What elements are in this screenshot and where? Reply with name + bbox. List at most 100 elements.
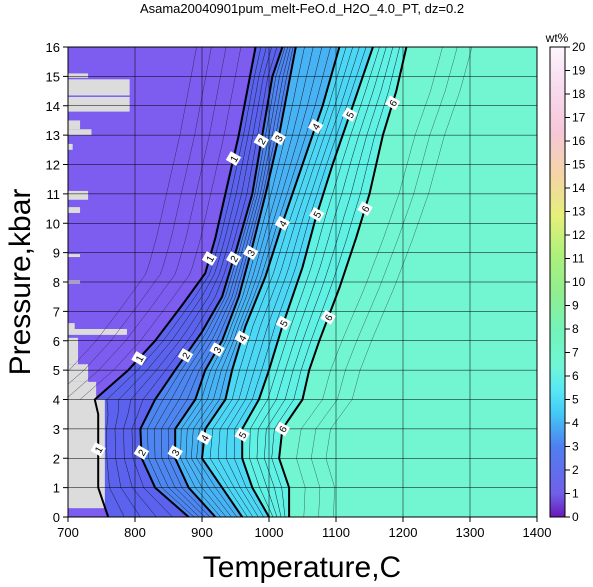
x-tick-label: 1300 xyxy=(456,525,485,540)
colorbar-tick-label: 15 xyxy=(572,158,586,172)
contour-label-2: 2 xyxy=(177,348,194,363)
contour-label-4: 4 xyxy=(196,430,212,446)
no-data-block xyxy=(68,337,79,365)
y-tick-label: 12 xyxy=(46,158,60,173)
y-tick-label: 11 xyxy=(47,187,61,202)
x-tick-label: 800 xyxy=(124,525,146,540)
colorbar-tick-label: 9 xyxy=(572,299,579,313)
y-tick-label: 5 xyxy=(53,363,60,378)
colorbar-tick-label: 12 xyxy=(572,228,586,242)
contour-label-4: 4 xyxy=(234,330,250,346)
colorbar-tick-label: 8 xyxy=(572,322,579,336)
grid-lines xyxy=(68,47,537,517)
contour-label-1: 1 xyxy=(225,151,242,166)
svg-text:2: 2 xyxy=(256,136,269,147)
no-data-block xyxy=(68,329,127,335)
colorbar-tick-label: 3 xyxy=(572,440,579,454)
svg-text:5: 5 xyxy=(312,210,325,221)
contour-line-5 xyxy=(241,47,374,517)
svg-text:6: 6 xyxy=(278,424,291,435)
x-tick-label: 1000 xyxy=(255,525,284,540)
major-contour-lines xyxy=(93,47,408,517)
contour-line-1 xyxy=(93,47,257,517)
no-data-block xyxy=(68,323,75,329)
no-data-block xyxy=(68,96,130,112)
svg-text:3: 3 xyxy=(274,133,287,144)
svg-text:4: 4 xyxy=(278,219,291,230)
colorbar-title: wt% xyxy=(545,31,569,45)
no-data-block xyxy=(68,207,81,213)
colorbar-tick-label: 14 xyxy=(572,181,586,195)
x-tick-label: 700 xyxy=(57,525,79,540)
colorbar-tick-label: 6 xyxy=(572,369,579,383)
contour-label-6: 6 xyxy=(357,201,373,216)
chart-title: Asama20040901pum_melt-FeO.d_H2O_4.0_PT, … xyxy=(140,1,464,16)
svg-text:1: 1 xyxy=(134,354,147,365)
contour-label-5: 5 xyxy=(234,427,250,443)
contour-label-5: 5 xyxy=(309,207,325,222)
y-tick-label: 4 xyxy=(53,393,60,408)
x-axis-ticks: 700 800 900 1000 1100 1200 1300 1400 xyxy=(57,517,551,540)
colorbar-tick-label: 19 xyxy=(572,64,586,78)
y-tick-label: 0 xyxy=(53,510,60,525)
x-tick-label: 1100 xyxy=(322,525,350,540)
contour-label-5: 5 xyxy=(275,315,292,331)
no-data-block xyxy=(68,143,73,150)
no-data-block xyxy=(68,381,97,400)
svg-text:5: 5 xyxy=(345,110,358,121)
colorbar-tick-label: 11 xyxy=(572,252,585,266)
svg-text:6: 6 xyxy=(323,313,336,324)
contour-label-1: 1 xyxy=(90,442,106,457)
contour-label-4: 4 xyxy=(274,215,291,231)
y-tick-label: 14 xyxy=(46,99,60,114)
svg-text:3: 3 xyxy=(212,345,225,356)
contour-line-6 xyxy=(278,47,408,517)
y-tick-label: 6 xyxy=(53,334,60,349)
y-tick-label: 2 xyxy=(53,451,60,466)
svg-text:4: 4 xyxy=(199,433,212,444)
colorbar-tick-label: 10 xyxy=(572,275,586,289)
svg-text:3: 3 xyxy=(246,248,259,259)
svg-text:4: 4 xyxy=(237,333,250,344)
y-tick-label: 9 xyxy=(53,246,60,261)
svg-text:6: 6 xyxy=(388,98,401,109)
y-tick-label: 15 xyxy=(46,69,60,84)
colorbar-tick-label: 17 xyxy=(572,111,586,125)
x-axis-title: Temperature,C xyxy=(203,551,401,584)
colorbar xyxy=(549,46,566,518)
no-data-block xyxy=(68,120,81,130)
y-axis-title: Pressure,kbar xyxy=(4,189,37,376)
contour-label-6: 6 xyxy=(385,95,401,111)
y-tick-label: 7 xyxy=(53,304,60,319)
contour-label-2: 2 xyxy=(133,445,150,460)
contour-label-4: 4 xyxy=(307,118,324,134)
no-data-block xyxy=(68,73,89,78)
contour-label-3: 3 xyxy=(270,130,287,146)
contour-label-1: 1 xyxy=(201,251,218,266)
y-tick-label: 3 xyxy=(53,422,60,437)
colorbar-tick-label: 16 xyxy=(572,134,586,148)
no-data-block xyxy=(68,79,130,96)
contour-label-6: 6 xyxy=(274,421,291,437)
svg-text:2: 2 xyxy=(229,254,242,265)
x-tick-label: 900 xyxy=(191,525,213,540)
svg-text:3: 3 xyxy=(170,448,183,459)
x-tick-label: 1200 xyxy=(389,525,418,540)
y-tick-label: 10 xyxy=(46,216,60,231)
contour-label-2: 2 xyxy=(253,133,269,149)
svg-text:1: 1 xyxy=(205,254,218,265)
colorbar-tick-label: 13 xyxy=(572,205,586,219)
svg-text:1: 1 xyxy=(229,154,242,165)
svg-text:4: 4 xyxy=(311,122,324,133)
contour-label-3: 3 xyxy=(167,445,183,460)
contour-label-3: 3 xyxy=(243,245,259,260)
contour-label-5: 5 xyxy=(342,107,358,122)
contour-label-1: 1 xyxy=(131,351,147,366)
svg-text:2: 2 xyxy=(137,448,150,459)
y-tick-label: 16 xyxy=(46,40,60,55)
y-tick-label: 1 xyxy=(53,481,60,496)
y-tick-label: 13 xyxy=(46,128,60,143)
